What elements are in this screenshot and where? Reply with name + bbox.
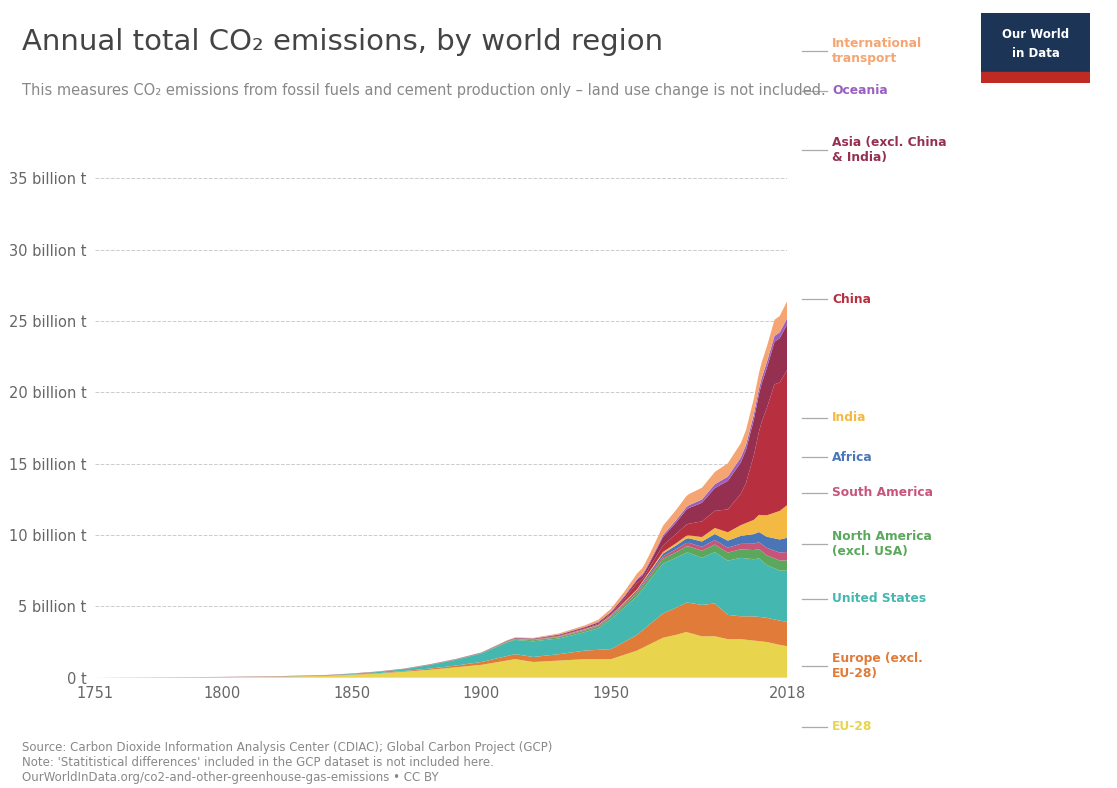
- Text: International
transport: International transport: [832, 37, 923, 65]
- Text: South America: South America: [832, 486, 933, 499]
- Text: Source: Carbon Dioxide Information Analysis Center (CDIAC); Global Carbon Projec: Source: Carbon Dioxide Information Analy…: [22, 741, 553, 784]
- Bar: [981, 72, 1090, 83]
- Text: Our World: Our World: [1002, 28, 1069, 41]
- Text: United States: United States: [832, 593, 926, 605]
- Text: India: India: [832, 411, 867, 424]
- Text: Annual total CO₂ emissions, by world region: Annual total CO₂ emissions, by world reg…: [22, 28, 663, 56]
- Text: Asia (excl. China
& India): Asia (excl. China & India): [832, 136, 947, 164]
- Text: This measures CO₂ emissions from fossil fuels and cement production only – land : This measures CO₂ emissions from fossil …: [22, 83, 827, 98]
- Text: North America
(excl. USA): North America (excl. USA): [832, 530, 932, 558]
- Text: in Data: in Data: [1012, 47, 1059, 60]
- Text: Europe (excl.
EU-28): Europe (excl. EU-28): [832, 652, 923, 680]
- Text: China: China: [832, 293, 871, 306]
- Text: Africa: Africa: [832, 451, 872, 463]
- Text: EU-28: EU-28: [832, 720, 872, 733]
- Text: Oceania: Oceania: [832, 84, 888, 97]
